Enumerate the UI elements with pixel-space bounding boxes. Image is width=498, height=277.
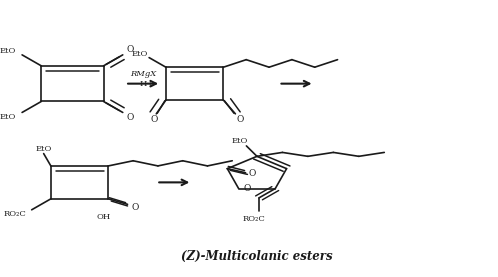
Text: RO₂C: RO₂C [3, 210, 26, 218]
Text: EtO: EtO [0, 112, 16, 120]
Text: EtO: EtO [232, 137, 249, 145]
Text: RMgX: RMgX [130, 70, 156, 78]
Text: RO₂C: RO₂C [243, 215, 265, 223]
Text: O: O [237, 115, 244, 124]
Text: EtO: EtO [131, 50, 148, 58]
Text: O: O [244, 184, 251, 193]
Text: EtO: EtO [35, 145, 52, 153]
Text: O: O [126, 45, 133, 54]
Text: O: O [131, 202, 138, 212]
Text: O: O [126, 113, 133, 122]
Text: O: O [249, 169, 256, 178]
Text: (Z)-Multicolanic esters: (Z)-Multicolanic esters [181, 250, 333, 263]
Text: +: + [146, 81, 152, 88]
Text: OH: OH [97, 213, 111, 221]
Text: H: H [139, 80, 146, 88]
Text: O: O [150, 115, 157, 124]
Text: EtO: EtO [0, 47, 16, 55]
